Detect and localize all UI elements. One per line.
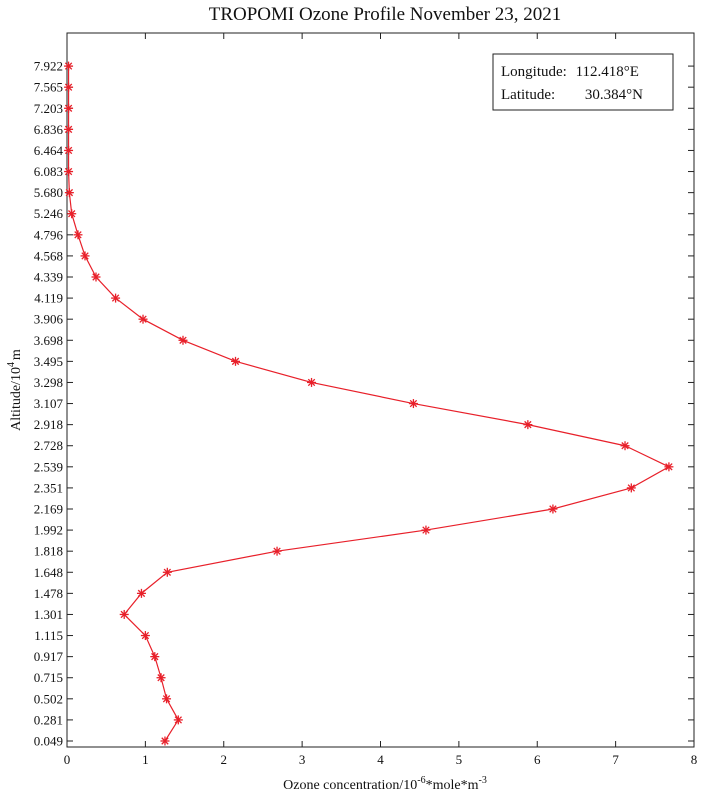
y-tick-label: 4.339	[34, 270, 63, 285]
y-tick-label: 4.568	[34, 248, 63, 263]
data-point-marker	[664, 462, 674, 472]
y-tick-label: 1.478	[34, 586, 63, 601]
svg-text:Latitude: 30.384°N: Latitude: 30.384°N	[501, 87, 643, 103]
legend-latitude-value: 30.384°N	[585, 87, 643, 103]
y-axis-label: Altitude/104m	[6, 349, 24, 431]
data-point-marker	[136, 588, 146, 598]
data-point-marker	[64, 103, 74, 113]
y-tick-label: 1.301	[34, 607, 63, 622]
chart-title: TROPOMI Ozone Profile November 23, 2021	[209, 4, 562, 25]
data-point-marker	[138, 314, 148, 324]
data-point-marker	[64, 167, 74, 177]
data-point-marker	[91, 272, 101, 282]
y-tick-label: 2.918	[34, 417, 63, 432]
data-point-marker	[150, 652, 160, 662]
y-tick-label: 1.818	[34, 544, 63, 559]
y-tick-label: 0.281	[34, 712, 63, 727]
x-axis-ticks: 0 1 2 3 4 5 6 7 8	[64, 33, 698, 767]
y-tick-label: 4.119	[34, 291, 63, 306]
y-tick-label: 5.680	[34, 185, 63, 200]
legend-longitude-label: Longitude:	[501, 64, 567, 80]
y-tick-label: 7.922	[34, 59, 63, 74]
y-tick-label: 0.715	[34, 670, 63, 685]
y-tick-label: 3.698	[34, 333, 63, 348]
y-tick-label: 2.351	[34, 480, 63, 495]
data-point-marker	[111, 293, 121, 303]
x-tick-label: 3	[299, 752, 306, 767]
y-tick-label: 0.049	[34, 734, 63, 749]
data-point-marker	[178, 335, 188, 345]
data-point-marker	[64, 145, 74, 155]
y-tick-label: 6.083	[34, 164, 63, 179]
data-point-marker	[162, 567, 172, 577]
y-axis-ticks: 0.049 0.281 0.502 0.715 0.917 1.115 1.301 1.478…	[34, 59, 694, 749]
x-axis-label: Ozone concentration/10-6*mole*m-3	[283, 775, 487, 793]
legend-latitude-label: Latitude:	[501, 87, 555, 103]
legend-longitude-value: 112.418°E	[576, 64, 639, 80]
x-tick-label: 7	[612, 752, 619, 767]
y-tick-label: 3.495	[34, 354, 63, 369]
y-tick-label: 7.565	[34, 80, 63, 95]
x-tick-label: 6	[534, 752, 541, 767]
y-tick-label: 1.992	[34, 523, 63, 538]
data-point-marker	[272, 546, 282, 556]
data-point-marker	[64, 61, 74, 71]
legend-box: Longitude: 112.418°E Latitude: 30.384°N	[492, 53, 674, 111]
y-tick-label: 4.796	[34, 227, 64, 242]
x-tick-label: 8	[691, 752, 698, 767]
data-point-marker	[73, 230, 83, 240]
y-tick-label: 7.203	[34, 101, 63, 116]
data-point-marker	[307, 377, 317, 387]
x-tick-label: 5	[456, 752, 463, 767]
data-point-marker	[67, 209, 77, 219]
plot-area	[66, 32, 695, 748]
x-tick-label: 0	[64, 752, 71, 767]
y-tick-label: 3.298	[34, 375, 63, 390]
x-tick-label: 4	[377, 752, 384, 767]
svg-text:Longitude: 112.418°E: Longitude: 112.418°E	[501, 64, 639, 80]
data-point-marker	[548, 504, 558, 514]
data-point-marker	[626, 483, 636, 493]
y-tick-label: 1.115	[34, 628, 63, 643]
ozone-series	[64, 61, 674, 746]
data-point-marker	[620, 441, 630, 451]
y-tick-label: 6.836	[34, 122, 64, 137]
y-tick-label: 0.917	[34, 649, 64, 664]
y-tick-label: 6.464	[34, 143, 64, 158]
y-tick-label: 3.107	[34, 396, 64, 411]
data-point-marker	[119, 609, 129, 619]
data-point-marker	[64, 82, 74, 92]
y-tick-label: 2.728	[34, 438, 63, 453]
data-point-marker	[408, 399, 418, 409]
data-point-marker	[64, 124, 74, 134]
x-tick-label: 2	[221, 752, 228, 767]
y-tick-label: 0.502	[34, 691, 63, 706]
x-tick-label: 1	[142, 752, 149, 767]
data-point-marker	[162, 694, 172, 704]
data-point-marker	[140, 631, 150, 641]
data-point-marker	[80, 251, 90, 261]
data-point-marker	[64, 188, 74, 198]
data-point-marker	[421, 525, 431, 535]
y-tick-label: 5.246	[34, 206, 64, 221]
data-point-marker	[523, 420, 533, 430]
data-point-marker	[160, 736, 170, 746]
y-tick-label: 2.169	[34, 502, 63, 517]
data-point-marker	[173, 715, 183, 725]
y-tick-label: 1.648	[34, 565, 63, 580]
y-tick-label: 3.906	[34, 312, 64, 327]
data-point-marker	[156, 673, 166, 683]
y-tick-label: 2.539	[34, 459, 63, 474]
data-point-marker	[231, 356, 241, 366]
